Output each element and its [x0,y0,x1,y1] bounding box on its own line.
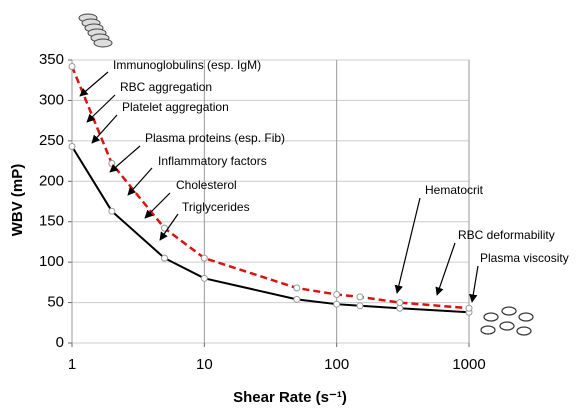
series-line [71,145,470,314]
annotation: Triglycerides [182,200,250,214]
x-axis-label: Shear Rate (s⁻¹) [233,389,347,406]
y-tick-label: 0 [56,334,64,351]
annotation: RBC aggregation [120,80,212,94]
y-tick-label: 250 [39,132,64,149]
annotation: Cholesterol [176,178,237,192]
annotation-arrow [86,94,116,123]
x-tick-label: 100 [324,356,349,373]
annotation-arrow [127,167,153,196]
annotation-arrow [435,242,456,296]
x-tick-label: 1 [68,356,76,373]
y-tick-label: 50 [47,294,64,311]
data-point [465,304,473,312]
x-tick-label: 10 [196,356,213,373]
data-point [200,274,208,282]
data-point [160,254,168,262]
data-point [356,302,364,310]
data-point [356,293,364,301]
x-tick-label: 1000 [452,356,485,373]
data-point [396,304,404,312]
rbc-dispersed-icon [480,306,534,336]
y-axis-label: WBV (mP) [9,164,26,237]
data-point [293,284,301,292]
y-tick-label: 300 [39,91,64,108]
annotation-arrow [159,213,179,241]
y-tick-label: 150 [39,213,64,230]
annotation: RBC deformability [458,228,555,242]
annotation: Inflammatory factors [158,154,267,168]
data-point [68,62,76,70]
annotation: Plasma proteins (esp. Fib) [145,131,285,145]
data-point [396,299,404,307]
annotation-arrow [144,192,171,219]
annotation: Hematocrit [425,183,484,197]
data-point [333,290,341,298]
y-tick-label: 200 [39,172,64,189]
y-tick-label: 350 [39,51,64,68]
data-point [68,143,76,151]
y-tick-label: 100 [39,253,64,270]
data-point [333,300,341,308]
data-point [200,254,208,262]
annotation-arrow [91,114,118,144]
annotation: Immunoglobulins (esp. IgM) [113,58,261,72]
annotation-arrow [109,145,141,173]
annotation-arrow [79,71,109,97]
annotation-arrow [394,197,421,294]
data-point [108,159,116,167]
rbc-stack-icon [78,13,113,48]
annotation: Plasma viscosity [480,251,569,265]
annotation: Platelet aggregation [122,100,229,114]
annotation-arrow [469,265,479,303]
data-point [108,207,116,215]
data-point [293,295,301,303]
